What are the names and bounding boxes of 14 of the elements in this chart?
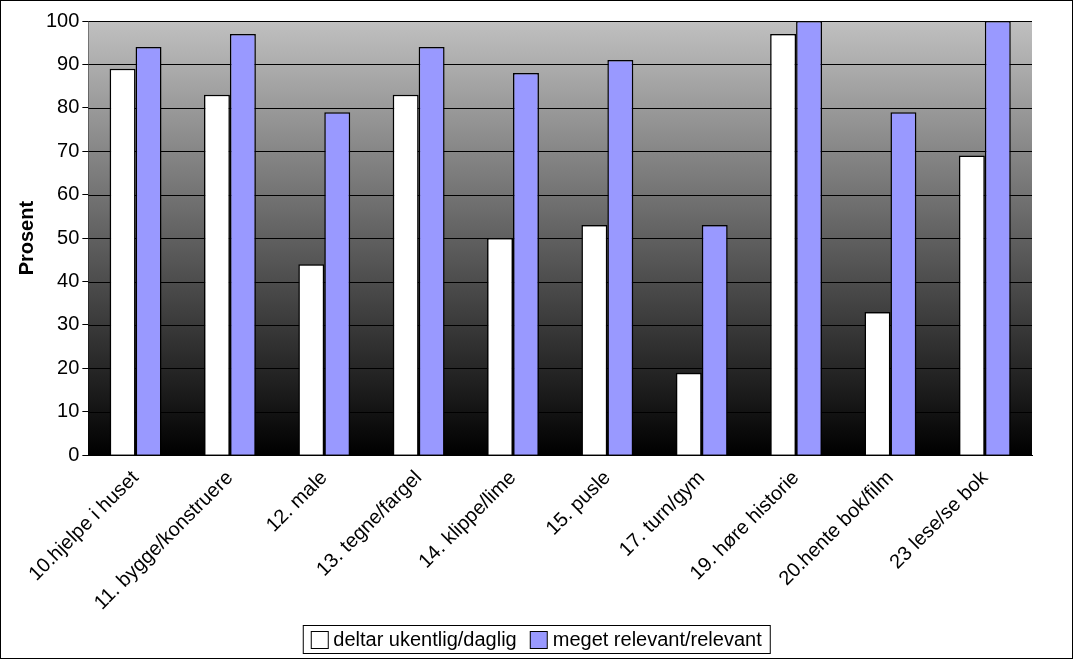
y-tick-label: 30	[57, 312, 80, 335]
y-tick-label: 50	[57, 225, 80, 248]
y-tick-label: 20	[57, 355, 80, 378]
y-tick-label: 10	[57, 399, 80, 422]
y-tick-label: 90	[57, 51, 80, 74]
y-tick-label: 100	[45, 8, 80, 31]
y-tick-label: 40	[57, 269, 80, 292]
y-axis-title: Prosent	[14, 200, 37, 276]
y-tick-label: 0	[68, 442, 80, 465]
legend-label: deltar ukentlig/daglig	[333, 628, 517, 651]
y-tick-label: 70	[57, 138, 80, 161]
y-tick-label: 60	[57, 182, 80, 205]
y-tick-label: 80	[57, 95, 80, 118]
legend-label: meget relevant/relevant	[552, 628, 762, 651]
